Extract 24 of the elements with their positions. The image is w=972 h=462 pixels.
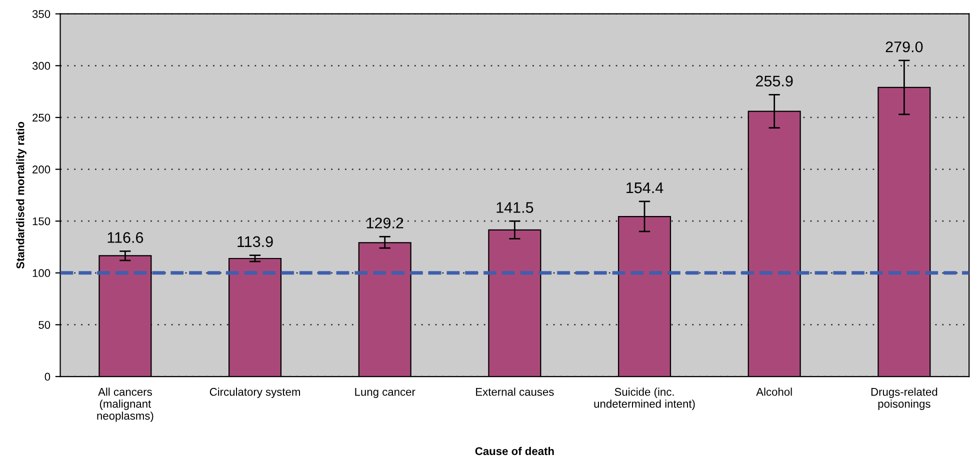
y-tick-label: 350 [32,10,50,18]
y-tick-label: 0 [44,372,50,381]
y-tick-label: 200 [32,166,50,174]
x-tick-label: Lung cancer [355,388,416,398]
data-label: 116.6 [108,232,144,243]
y-tick-label: 250 [32,114,50,122]
x-tick-label: External causes [476,388,554,396]
x-tick-label: Drugs-related poisonings [871,388,938,410]
x-tick-label: All cancers (malignant neoplasms) [97,388,154,422]
data-label: 141.5 [496,202,534,213]
y-tick-label: 50 [38,320,50,329]
data-label: 279.0 [886,41,923,52]
data-label: 129.2 [366,218,404,228]
x-tick-label: Alcohol [756,388,792,396]
data-label: 113.9 [238,236,273,248]
data-label: 255.9 [756,76,793,86]
data-label: 154.4 [626,182,664,194]
x-tick-label: Circulatory system [210,388,300,398]
y-axis-title: Standardised mortality ratio [16,122,26,269]
x-tick-label: Suicide (inc. undetermined intent) [594,388,695,410]
y-tick-label: 300 [32,62,50,70]
y-tick-label: 150 [32,217,50,226]
x-axis-title: Cause of death [475,446,554,456]
y-tick-label: 100 [32,269,50,278]
